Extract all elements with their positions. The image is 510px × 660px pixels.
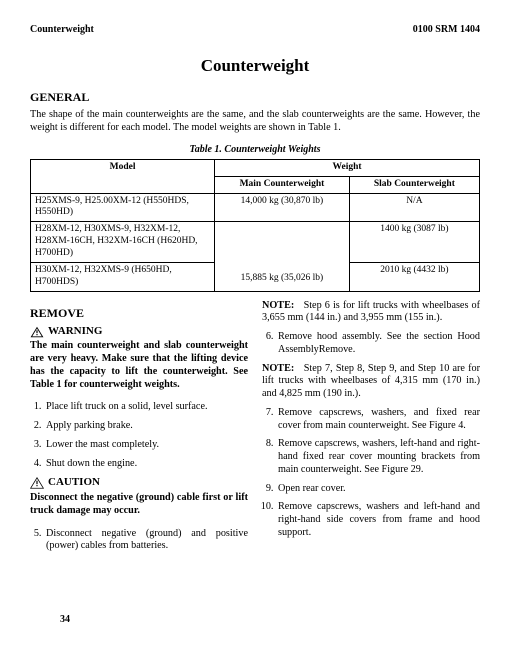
header-left: Counterweight — [30, 24, 94, 37]
list-item: Apply parking brake. — [44, 420, 248, 433]
table-cell: 2010 kg (4432 lb) — [349, 262, 479, 291]
remove-heading: REMOVE — [30, 306, 248, 321]
th-slab: Slab Counterweight — [349, 176, 479, 193]
list-item: Disconnect negative (ground) and positiv… — [44, 528, 248, 554]
steps-list-b2: Remove capscrews, washers, and fixed rea… — [262, 407, 480, 540]
warning-icon — [30, 326, 44, 338]
list-item: Shut down the engine. — [44, 458, 248, 471]
th-model: Model — [31, 159, 215, 193]
table-cell: 14,000 kg (30,870 lb) — [215, 193, 350, 222]
general-heading: GENERAL — [30, 90, 480, 105]
warning-text: The main counterweight and slab counterw… — [30, 340, 248, 391]
counterweight-table: Model Weight Main Counterweight Slab Cou… — [30, 159, 480, 292]
note-label: NOTE: — [262, 300, 294, 311]
caution-icon — [30, 477, 44, 489]
list-item: Lower the mast completely. — [44, 439, 248, 452]
general-paragraph: The shape of the main counterweights are… — [30, 109, 480, 135]
header-right: 0100 SRM 1404 — [413, 24, 480, 37]
steps-list-a2: Disconnect negative (ground) and positiv… — [30, 528, 248, 554]
table-cell: H30XM-12, H32XMS-9 (H650HD, H700HDS) — [31, 262, 215, 291]
th-main: Main Counterweight — [215, 176, 350, 193]
table-cell: N/A — [349, 193, 479, 222]
page-number: 34 — [60, 614, 70, 627]
page-title: Counterweight — [30, 55, 480, 76]
list-item: Place lift truck on a solid, level surfa… — [44, 401, 248, 414]
list-item: Remove capscrews, washers and left-hand … — [276, 501, 480, 539]
list-item: Open rear cover. — [276, 483, 480, 496]
caution-label: CAUTION — [48, 476, 100, 490]
caution-text: Disconnect the negative (ground) cable f… — [30, 492, 248, 518]
table-cell: H25XMS-9, H25.00XM-12 (H550HDS, H550HD) — [31, 193, 215, 222]
list-item: Remove hood assembly. See the section Ho… — [276, 331, 480, 357]
note-text: Step 6 is for lift trucks with wheelbase… — [262, 300, 480, 324]
note-label: NOTE: — [262, 363, 294, 374]
warning-label: WARNING — [48, 325, 102, 339]
table-caption: Table 1. Counterweight Weights — [30, 144, 480, 157]
steps-list-b1: Remove hood assembly. See the section Ho… — [262, 331, 480, 357]
list-item: Remove capscrews, washers, left-hand and… — [276, 438, 480, 476]
list-item: Remove capscrews, washers, and fixed rea… — [276, 407, 480, 433]
th-weight: Weight — [215, 159, 480, 176]
note-text: Step 7, Step 8, Step 9, and Step 10 are … — [262, 363, 480, 400]
steps-list-a: Place lift truck on a solid, level surfa… — [30, 401, 248, 470]
table-cell: 15,885 kg (35,026 lb) — [215, 222, 350, 291]
table-cell: H28XM-12, H30XMS-9, H32XM-12, H28XM-16CH… — [31, 222, 215, 263]
table-cell: 1400 kg (3087 lb) — [349, 222, 479, 263]
